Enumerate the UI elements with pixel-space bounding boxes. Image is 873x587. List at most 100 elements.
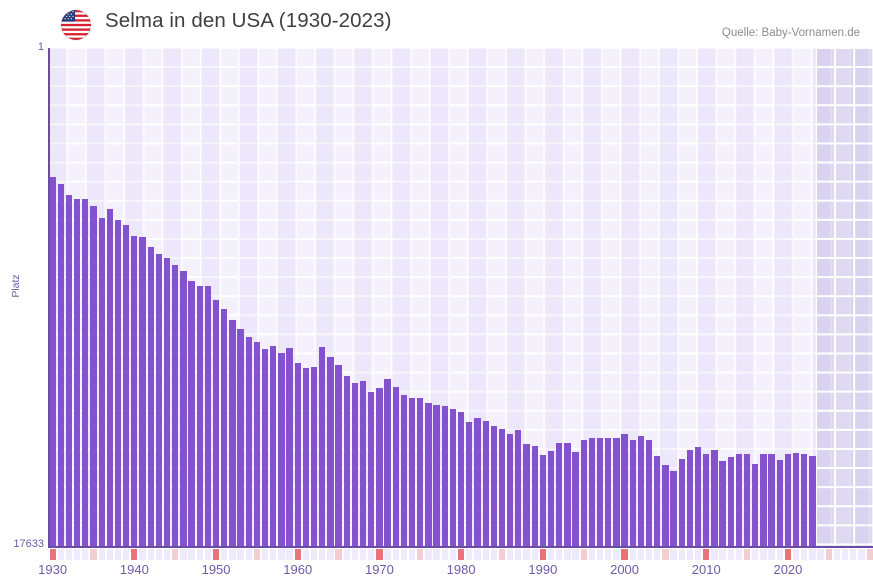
x-axis-year-marker [670,549,677,560]
x-axis-half-decade-marker [253,549,261,560]
x-axis-markers [48,549,873,560]
bar [221,308,228,548]
x-axis-year-marker [237,549,244,560]
x-axis-year-marker [400,549,408,560]
x-axis-year-marker [752,549,759,560]
x-axis-year-marker [841,549,849,560]
x-axis-decade-marker [294,549,301,560]
x-axis-year-marker [245,549,252,560]
x-axis-year-marker [556,549,563,560]
x-axis-year-marker [645,549,653,560]
bar [784,454,792,548]
bar [57,183,64,548]
bar [196,286,203,548]
x-axis-half-decade-marker [417,549,424,560]
x-axis-tick-label: 1950 [201,562,231,577]
bar [613,438,620,548]
x-axis-year-marker [425,549,432,560]
bar [335,365,342,548]
bar [65,194,73,548]
x-axis-year-marker [221,549,228,560]
bar [629,440,636,548]
x-axis-year-marker [572,549,579,560]
bar [245,336,252,548]
x-axis-year-marker [286,549,293,560]
x-axis-year-marker [678,549,685,560]
bar [466,422,473,548]
bar [719,460,726,548]
x-axis-half-decade-marker [498,549,506,560]
y-axis-tick-top: 1 [37,41,44,53]
bar [752,463,759,548]
x-axis-tick-label: 1930 [38,562,68,577]
x-axis-year-marker [776,549,783,560]
x-axis-year-marker [588,549,596,560]
bar [458,411,465,548]
bar [163,258,171,548]
bar [564,443,571,548]
x-axis-line [48,546,873,548]
bar [278,352,285,548]
x-axis-year-marker [727,549,734,560]
x-axis-year-marker [180,549,187,560]
x-axis-year-marker [735,549,743,560]
x-axis-year-marker [196,549,203,560]
bar [531,445,538,548]
bar [253,342,261,548]
bar [556,443,563,548]
y-axis-title: Platz [10,274,22,298]
x-axis-year-marker [490,549,497,560]
bar [392,386,399,548]
x-axis-decade-marker [212,549,220,560]
bar [596,438,604,548]
x-axis-year-marker [809,549,816,560]
bar [147,247,154,548]
bar [605,438,612,548]
x-axis-year-marker [654,549,661,560]
bar [645,439,653,548]
x-axis-year-marker [507,549,514,560]
x-axis-half-decade-marker [743,549,751,560]
x-axis-year-marker [155,549,162,560]
x-axis-year-marker [711,549,718,560]
x-axis-year-marker [719,549,726,560]
bar [580,439,587,548]
us-flag-icon [61,10,91,40]
bar [425,403,432,548]
bar [237,328,244,548]
bar [449,408,457,548]
x-axis-decade-marker [49,549,56,560]
bar [49,177,56,548]
x-axis-year-marker [368,549,375,560]
bar [376,387,383,548]
x-axis-year-marker [82,549,89,560]
bar [760,454,767,548]
x-axis-year-marker [825,549,832,560]
x-axis-year-marker [850,549,857,560]
bar [686,450,694,548]
x-axis-year-marker [57,549,64,560]
x-axis-decade-marker [376,549,383,560]
x-axis-decade-marker [703,549,710,560]
x-axis-year-marker [261,549,269,560]
y-axis-tick-bottom: 17633 [13,538,44,550]
bar [270,346,277,548]
x-axis-year-marker [768,549,775,560]
bar [776,459,783,548]
bar [539,455,546,548]
bar [507,434,514,548]
bar [327,357,334,548]
bar [498,428,506,548]
bar [768,454,775,548]
x-axis-year-marker [302,549,310,560]
x-axis-year-marker [474,549,481,560]
bar [417,397,424,548]
x-axis-year-marker [547,549,555,560]
x-axis-tick-label: 1990 [528,562,558,577]
bar [433,404,440,548]
x-axis-year-marker [204,549,212,560]
bar [123,224,130,548]
x-axis-year-marker [605,549,612,560]
bar [294,363,301,548]
